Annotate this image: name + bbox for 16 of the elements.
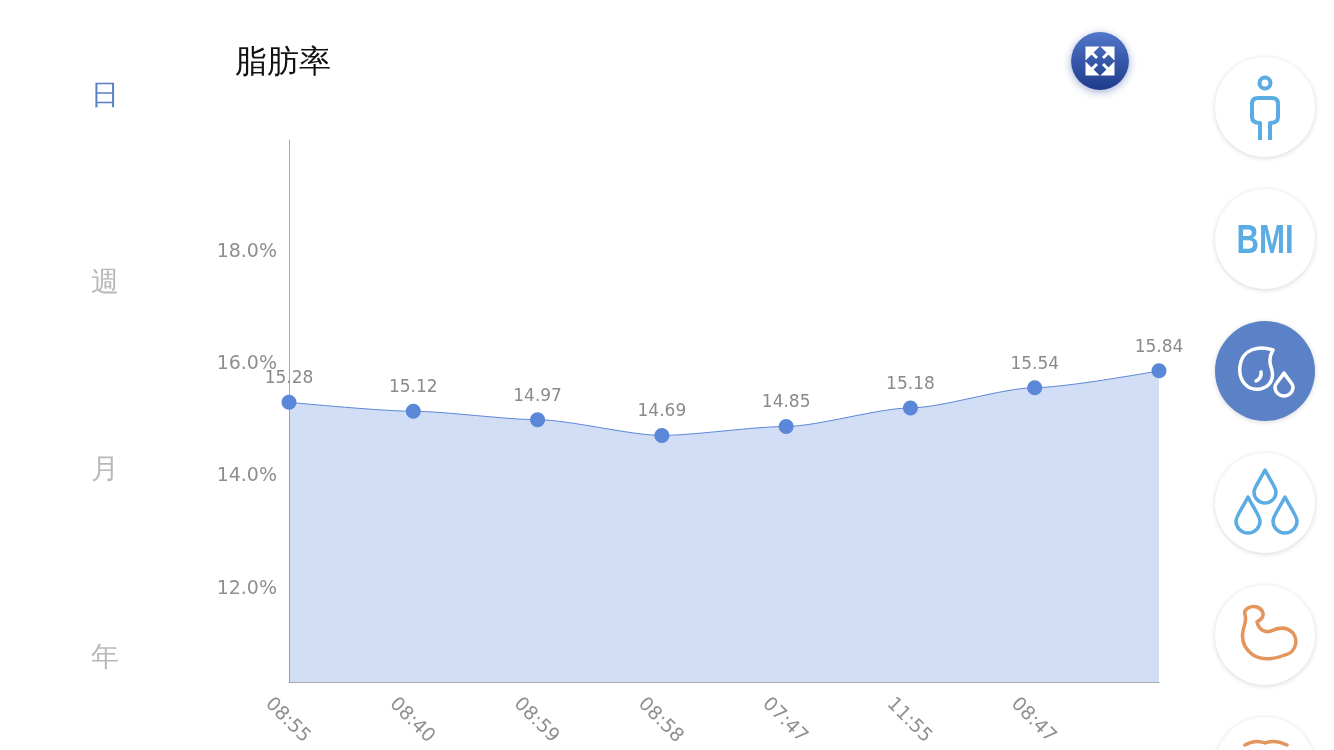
data-label: 15.54 <box>1010 352 1060 373</box>
data-label: 14.97 <box>513 384 562 405</box>
data-label: 14.69 <box>637 400 687 421</box>
y-tick-label: 14.0% <box>216 463 277 486</box>
text: 年 <box>91 640 119 673</box>
text: 週 <box>91 265 119 298</box>
chart-title: 脂肪率 <box>235 42 331 80</box>
text: 月 <box>91 452 119 485</box>
y-tick-label: 12.0% <box>216 575 277 598</box>
bmi-button: BMI <box>1215 189 1315 289</box>
data-label: 15.84 <box>1134 335 1184 356</box>
text: 日 <box>91 78 119 111</box>
data-label: 15.18 <box>886 372 935 393</box>
data-label: 14.85 <box>761 391 811 412</box>
y-tick-label: 18.0% <box>216 238 277 261</box>
data-label: 15.12 <box>388 376 438 397</box>
